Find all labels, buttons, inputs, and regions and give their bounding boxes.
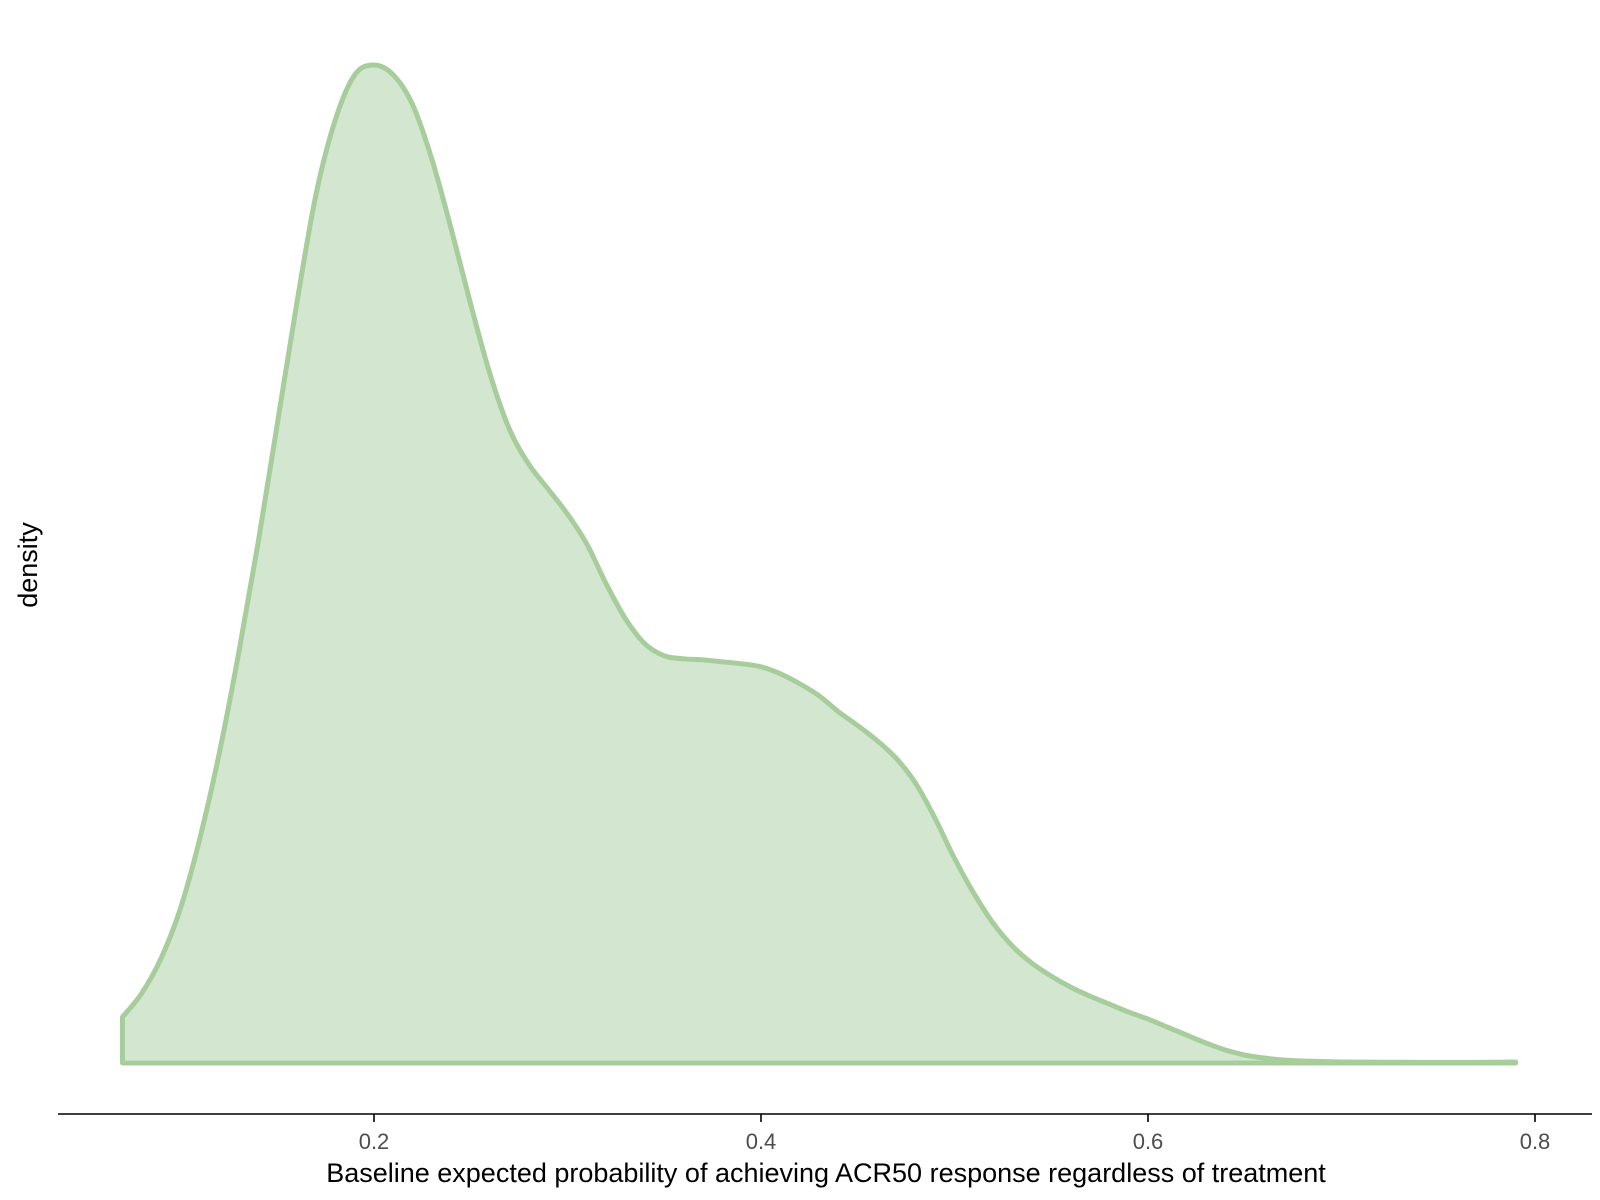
x-axis-label: Baseline expected probability of achievi…: [326, 1158, 1326, 1188]
density-area: [119, 62, 1519, 1066]
x-tick-label: 0.4: [746, 1129, 777, 1154]
x-tick-label: 0.6: [1133, 1129, 1164, 1154]
x-tick-label: 0.8: [1520, 1129, 1551, 1154]
y-axis-label: density: [13, 522, 43, 608]
x-tick-label: 0.2: [359, 1129, 390, 1154]
